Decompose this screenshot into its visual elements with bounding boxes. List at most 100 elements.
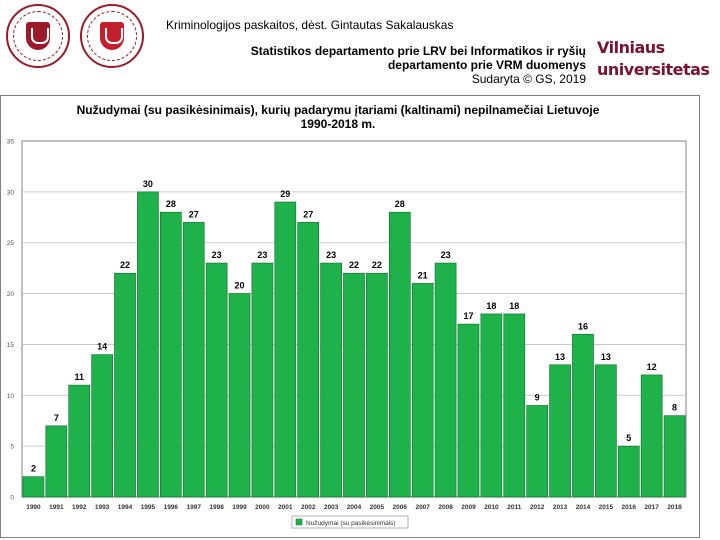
data-source-line-2: departamento prie VRM duomenys: [387, 58, 586, 72]
y-tick-label: 15: [7, 342, 15, 349]
bar-2001: [274, 201, 297, 498]
x-tick-label-2018: 2018: [667, 504, 682, 511]
chart-title: Nužudymai (su pasikėsinimais), kurių pad…: [77, 103, 600, 117]
data-label-1995: 30: [143, 179, 153, 189]
bar-1992: [68, 384, 91, 498]
brand-wordmark-line-1: Vilniaus: [597, 38, 665, 57]
data-label-2004: 22: [349, 260, 359, 270]
scales-of-justice-icon: [100, 22, 124, 50]
bar-2012: [526, 405, 549, 498]
x-tick-label-2012: 2012: [530, 504, 545, 511]
x-tick-label-1996: 1996: [164, 504, 179, 511]
bar-2011: [503, 313, 526, 498]
data-label-1998: 23: [212, 250, 222, 260]
data-label-2008: 23: [441, 250, 451, 260]
data-label-2014: 16: [578, 321, 588, 331]
data-label-2006: 28: [395, 199, 405, 209]
y-tick-label: 30: [7, 189, 15, 196]
bar-1996: [159, 211, 182, 498]
bar-2000: [251, 262, 274, 498]
bar-chart: Nužudymai (su pasikėsinimais), kurių pad…: [0, 95, 700, 538]
data-label-2000: 23: [257, 250, 267, 260]
y-tick-label: 0: [10, 495, 14, 502]
legend-swatch: [295, 518, 303, 526]
x-tick-label-1994: 1994: [118, 504, 133, 511]
x-tick-label-1998: 1998: [209, 504, 224, 511]
data-label-1994: 22: [120, 260, 130, 270]
bar-2015: [595, 364, 617, 498]
data-label-2017: 12: [647, 362, 657, 372]
bar-2013: [549, 364, 571, 498]
coat-of-arms-icon: [26, 22, 50, 50]
data-label-1993: 14: [97, 342, 107, 352]
bar-2004: [343, 272, 365, 498]
bar-2017: [640, 374, 663, 498]
data-label-2013: 13: [555, 352, 565, 362]
bar-2002: [297, 222, 320, 498]
x-tick-label-2011: 2011: [507, 504, 521, 511]
y-tick-label: 20: [7, 291, 15, 298]
chart-subtitle: 1990-2018 m.: [301, 117, 376, 131]
law-faculty-seal-logo: [80, 4, 144, 68]
bar-1991: [45, 425, 68, 498]
bar-2010: [480, 313, 503, 498]
x-tick-label-1993: 1993: [95, 504, 110, 511]
seal-ring: [87, 11, 137, 61]
data-label-1996: 28: [166, 199, 176, 209]
x-tick-label-1992: 1992: [72, 504, 87, 511]
data-label-2018: 8: [672, 403, 677, 413]
x-axis-ticks: 1990 1991 1992 1993 1994 1995 1996 1997 1998 1999…: [26, 504, 682, 511]
y-tick-label: 25: [7, 240, 15, 247]
bar-2016: [617, 445, 640, 498]
brand-wordmark-line-2: universitetas: [597, 60, 710, 79]
bar-1993: [91, 354, 113, 498]
x-tick-label-2009: 2009: [461, 504, 476, 511]
legend: Nužudymai (su pasikėsinimais): [291, 515, 409, 529]
y-tick-label: 10: [7, 393, 15, 400]
y-axis-ticks: 0 5 10 15 20 25 30 35: [7, 139, 15, 502]
legend-label: Nužudymai (su pasikėsinimais): [306, 520, 396, 527]
bar-2003: [320, 262, 342, 498]
x-tick-label-2005: 2005: [370, 504, 385, 511]
data-label-1992: 11: [74, 372, 84, 382]
data-label-2011: 18: [509, 301, 519, 311]
x-tick-label-2013: 2013: [553, 504, 568, 511]
x-tick-label-2006: 2006: [393, 504, 408, 511]
bar-1997: [182, 222, 205, 498]
data-label-2005: 22: [372, 260, 382, 270]
data-label-1991: 7: [54, 413, 59, 423]
data-source-line-1: Statistikos departamento prie LRV bei In…: [250, 44, 586, 58]
bar-1998: [205, 262, 228, 498]
x-tick-label-1997: 1997: [186, 504, 201, 511]
data-label-2007: 21: [418, 270, 428, 280]
bars: [22, 191, 686, 498]
seal-ring: [13, 11, 63, 61]
data-label-1999: 20: [235, 281, 245, 291]
data-label-2016: 5: [626, 433, 631, 443]
author-credit: Sudaryta © GS, 2019: [471, 72, 586, 86]
bar-2007: [411, 283, 434, 498]
bar-2008: [434, 262, 457, 498]
data-label-2015: 13: [601, 352, 611, 362]
bar-2009: [457, 323, 480, 498]
data-label-2012: 9: [535, 392, 540, 402]
x-tick-label-2003: 2003: [324, 504, 339, 511]
x-tick-label-2017: 2017: [644, 504, 659, 511]
x-tick-label-2007: 2007: [415, 504, 430, 511]
y-tick-label: 35: [7, 139, 15, 146]
x-tick-label-2010: 2010: [484, 504, 499, 511]
legend-box: [291, 515, 409, 529]
university-seal-logo: [6, 4, 70, 68]
x-tick-label-2015: 2015: [599, 504, 614, 511]
x-tick-label-1995: 1995: [141, 504, 156, 511]
x-tick-label-2000: 2000: [255, 504, 270, 511]
bar-2014: [572, 333, 594, 498]
x-tick-label-2014: 2014: [576, 504, 591, 511]
data-label-2003: 23: [326, 250, 336, 260]
x-tick-label-2008: 2008: [438, 504, 453, 511]
x-tick-label-1991: 1991: [49, 504, 64, 511]
x-tick-label-1990: 1990: [26, 504, 41, 511]
bar-1999: [228, 293, 251, 498]
x-tick-label-2001: 2001: [278, 504, 293, 511]
